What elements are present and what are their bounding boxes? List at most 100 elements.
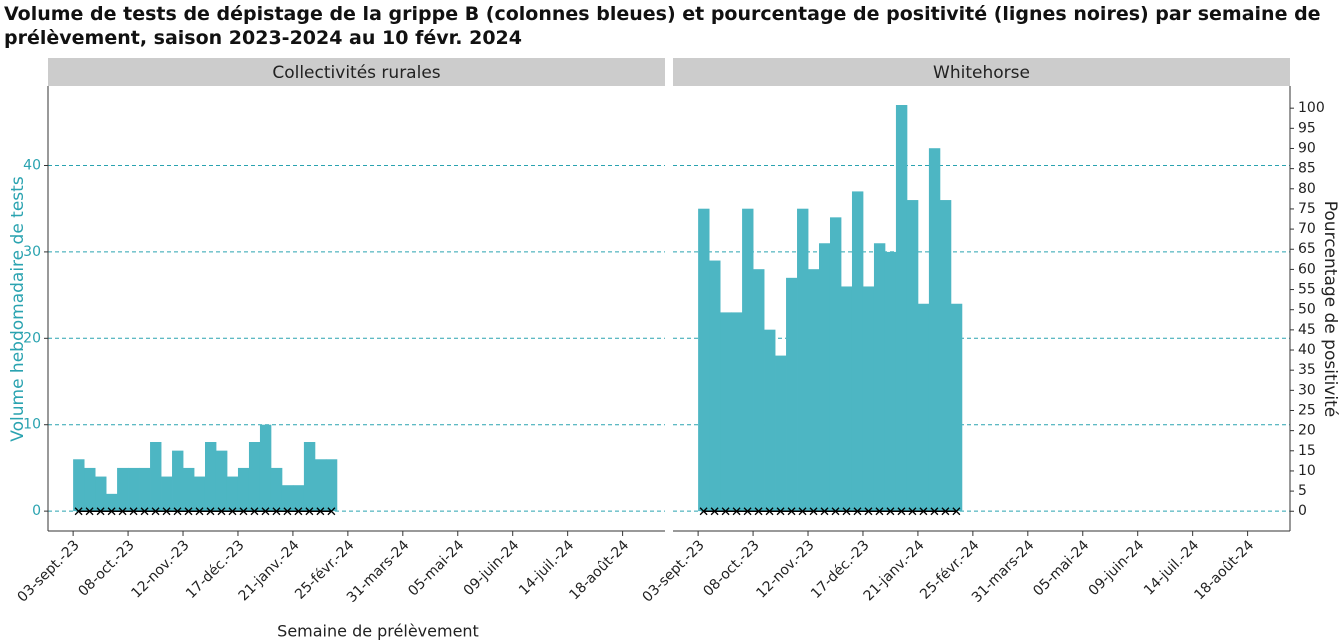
bar (215, 450, 228, 512)
positivity-marker (820, 507, 829, 516)
positivity-marker (765, 507, 774, 516)
bar (895, 105, 908, 512)
bar (325, 459, 338, 512)
positivity-marker (261, 507, 270, 516)
bar (720, 312, 732, 512)
bar (150, 442, 162, 512)
positivity-marker (184, 507, 193, 516)
positivity-marker (886, 507, 895, 516)
y2-tick-label: 45 (1298, 322, 1316, 338)
bar (906, 200, 919, 512)
bar (183, 467, 195, 512)
y-tick-label: 10 (23, 417, 41, 433)
positivity-marker (272, 507, 281, 516)
positivity-marker (239, 507, 248, 516)
bar (194, 476, 206, 512)
bar (303, 442, 316, 512)
bar (950, 303, 963, 512)
bar (292, 485, 305, 512)
positivity-marker (283, 507, 292, 516)
positivity-marker (305, 507, 314, 516)
bar (709, 260, 721, 512)
x-tick-label: 05-mai-24 (1030, 537, 1092, 599)
y2-tick-label: 80 (1298, 181, 1316, 197)
x-tick-label: 09-juin-24 (1086, 537, 1148, 599)
positivity-marker (798, 507, 807, 516)
y2-tick-label: 25 (1298, 402, 1316, 418)
x-axis-title: Semaine de prélèvement (277, 622, 479, 641)
y2-tick-label: 100 (1298, 100, 1325, 116)
positivity-marker (776, 507, 785, 516)
positivity-marker (875, 507, 884, 516)
y2-tick-label: 15 (1298, 443, 1316, 459)
bar (73, 459, 85, 512)
y2-tick-label: 5 (1298, 483, 1307, 499)
bar (917, 303, 930, 512)
positivity-marker (250, 507, 259, 516)
bar (226, 476, 239, 512)
bar (851, 191, 864, 512)
positivity-marker (809, 507, 818, 516)
positivity-marker (206, 507, 215, 516)
y2-tick-label: 85 (1298, 161, 1316, 177)
bar (139, 467, 151, 512)
positivity-marker (941, 507, 950, 516)
y2-tick-label: 20 (1298, 423, 1316, 439)
y2-tick-label: 65 (1298, 241, 1316, 257)
positivity-marker (930, 507, 939, 516)
x-tick-label: 03-sept.-23 (640, 537, 708, 605)
positivity-marker (919, 507, 928, 516)
bar (161, 476, 173, 512)
y2-tick-label: 30 (1298, 382, 1316, 398)
bar (873, 243, 886, 512)
y-tick-label: 40 (23, 157, 41, 173)
x-tick-label: 09-juin-24 (461, 537, 523, 599)
bar (742, 208, 754, 512)
positivity-marker (721, 507, 730, 516)
positivity-marker (787, 507, 796, 516)
bar (281, 485, 294, 512)
bar (840, 286, 853, 512)
bar (786, 277, 798, 512)
positivity-marker (732, 507, 741, 516)
bar (808, 269, 820, 512)
x-tick-label: 18-août-24 (1191, 537, 1257, 603)
bar (128, 467, 140, 512)
y2-tick-label: 50 (1298, 302, 1316, 318)
positivity-marker (842, 507, 851, 516)
bar (939, 200, 952, 512)
bar (248, 442, 261, 512)
bar (259, 424, 272, 512)
bar (204, 442, 217, 512)
y-axis-title: Volume hebdomadaire de tests (8, 176, 28, 442)
y2-tick-label: 70 (1298, 221, 1316, 237)
bar (797, 208, 809, 512)
bar (862, 286, 875, 512)
positivity-marker (195, 507, 204, 516)
positivity-marker (897, 507, 906, 516)
positivity-marker (162, 507, 171, 516)
bar (237, 467, 250, 512)
positivity-marker (85, 507, 94, 516)
facet-strip (673, 58, 1290, 86)
positivity-marker (74, 507, 83, 516)
positivity-marker (864, 507, 873, 516)
positivity-marker (327, 507, 336, 516)
positivity-marker (118, 507, 127, 516)
y2-tick-label: 60 (1298, 261, 1316, 277)
bar (314, 459, 327, 512)
bar (84, 467, 96, 512)
x-tick-label: 03-sept.-23 (15, 537, 83, 605)
positivity-marker (107, 507, 116, 516)
bar (117, 467, 129, 512)
x-tick-label: 18-août-24 (566, 537, 632, 603)
positivity-marker (316, 507, 325, 516)
y2-tick-label: 55 (1298, 282, 1316, 298)
facet-title: Whitehorse (933, 63, 1030, 83)
positivity-marker (952, 507, 961, 516)
positivity-marker (96, 507, 105, 516)
y2-tick-label: 35 (1298, 362, 1316, 378)
bar (819, 243, 831, 512)
y2-axis-title: Pourcentage de positivité (1320, 201, 1340, 417)
